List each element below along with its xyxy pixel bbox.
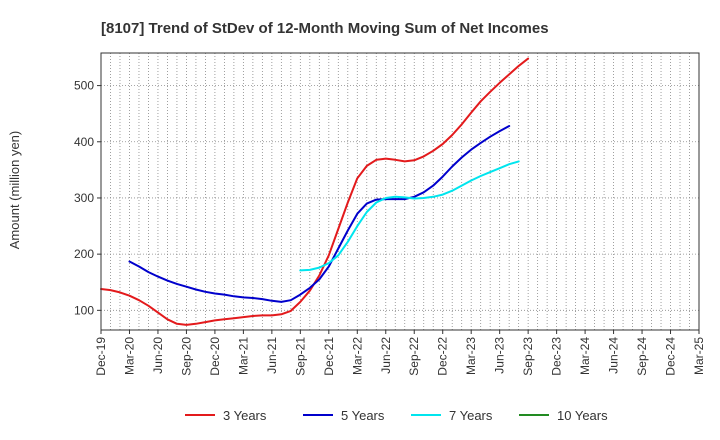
legend-label: 7 Years [449,408,493,423]
x-tick-label: Jun-22 [379,337,393,374]
legend-label: 5 Years [341,408,385,423]
x-tick-label: Mar-24 [578,337,592,375]
x-tick-label: Dec-21 [322,337,336,376]
y-tick-label: 200 [74,247,94,261]
y-ticks: 100 200 300 400 500 [74,79,101,317]
y-tick-label: 400 [74,135,94,149]
x-tick-label: Jun-21 [265,337,279,374]
x-tick-label: Dec-24 [664,337,678,376]
x-tick-label: Dec-20 [208,337,222,376]
y-tick-label: 300 [74,191,94,205]
x-tick-label: Dec-22 [436,337,450,376]
x-tick-label: Sep-24 [635,337,649,376]
series-lines [100,57,530,326]
x-tick-label: Mar-22 [350,337,364,375]
x-tick-label: Jun-24 [607,337,621,374]
x-tick-label: Dec-19 [94,337,108,376]
chart-title: [8107] Trend of StDev of 12-Month Moving… [101,20,549,37]
y-tick-label: 500 [74,79,94,93]
x-ticks: Dec-19 Mar-20 Jun-20 Sep-20 Dec-20 Mar-21 Jun-… [94,330,706,376]
x-tick-label: Sep-23 [521,337,535,376]
plot-area [101,53,699,330]
x-tick-label: Mar-25 [692,337,706,375]
plot-border [100,52,700,331]
x-tick-label: Mar-20 [122,337,136,375]
y-tick-label: 100 [74,303,94,317]
x-tick-label: Sep-21 [293,337,307,376]
series-line-5-years [128,125,511,303]
x-tick-label: Mar-23 [464,337,478,375]
legend-label: 10 Years [557,408,608,423]
legend-label: 3 Years [223,408,267,423]
grid [101,53,699,330]
x-tick-label: Mar-21 [236,337,250,375]
x-tick-label: Sep-22 [407,337,421,376]
series-line-7-years [299,160,520,272]
x-tick-label: Dec-23 [550,337,564,376]
legend: 3 Years 5 Years 7 Years 10 Years [185,408,608,423]
x-tick-label: Sep-20 [179,337,193,376]
y-axis-label: Amount (million yen) [7,131,22,250]
x-tick-label: Jun-20 [151,337,165,374]
x-tick-label: Jun-23 [493,337,507,374]
